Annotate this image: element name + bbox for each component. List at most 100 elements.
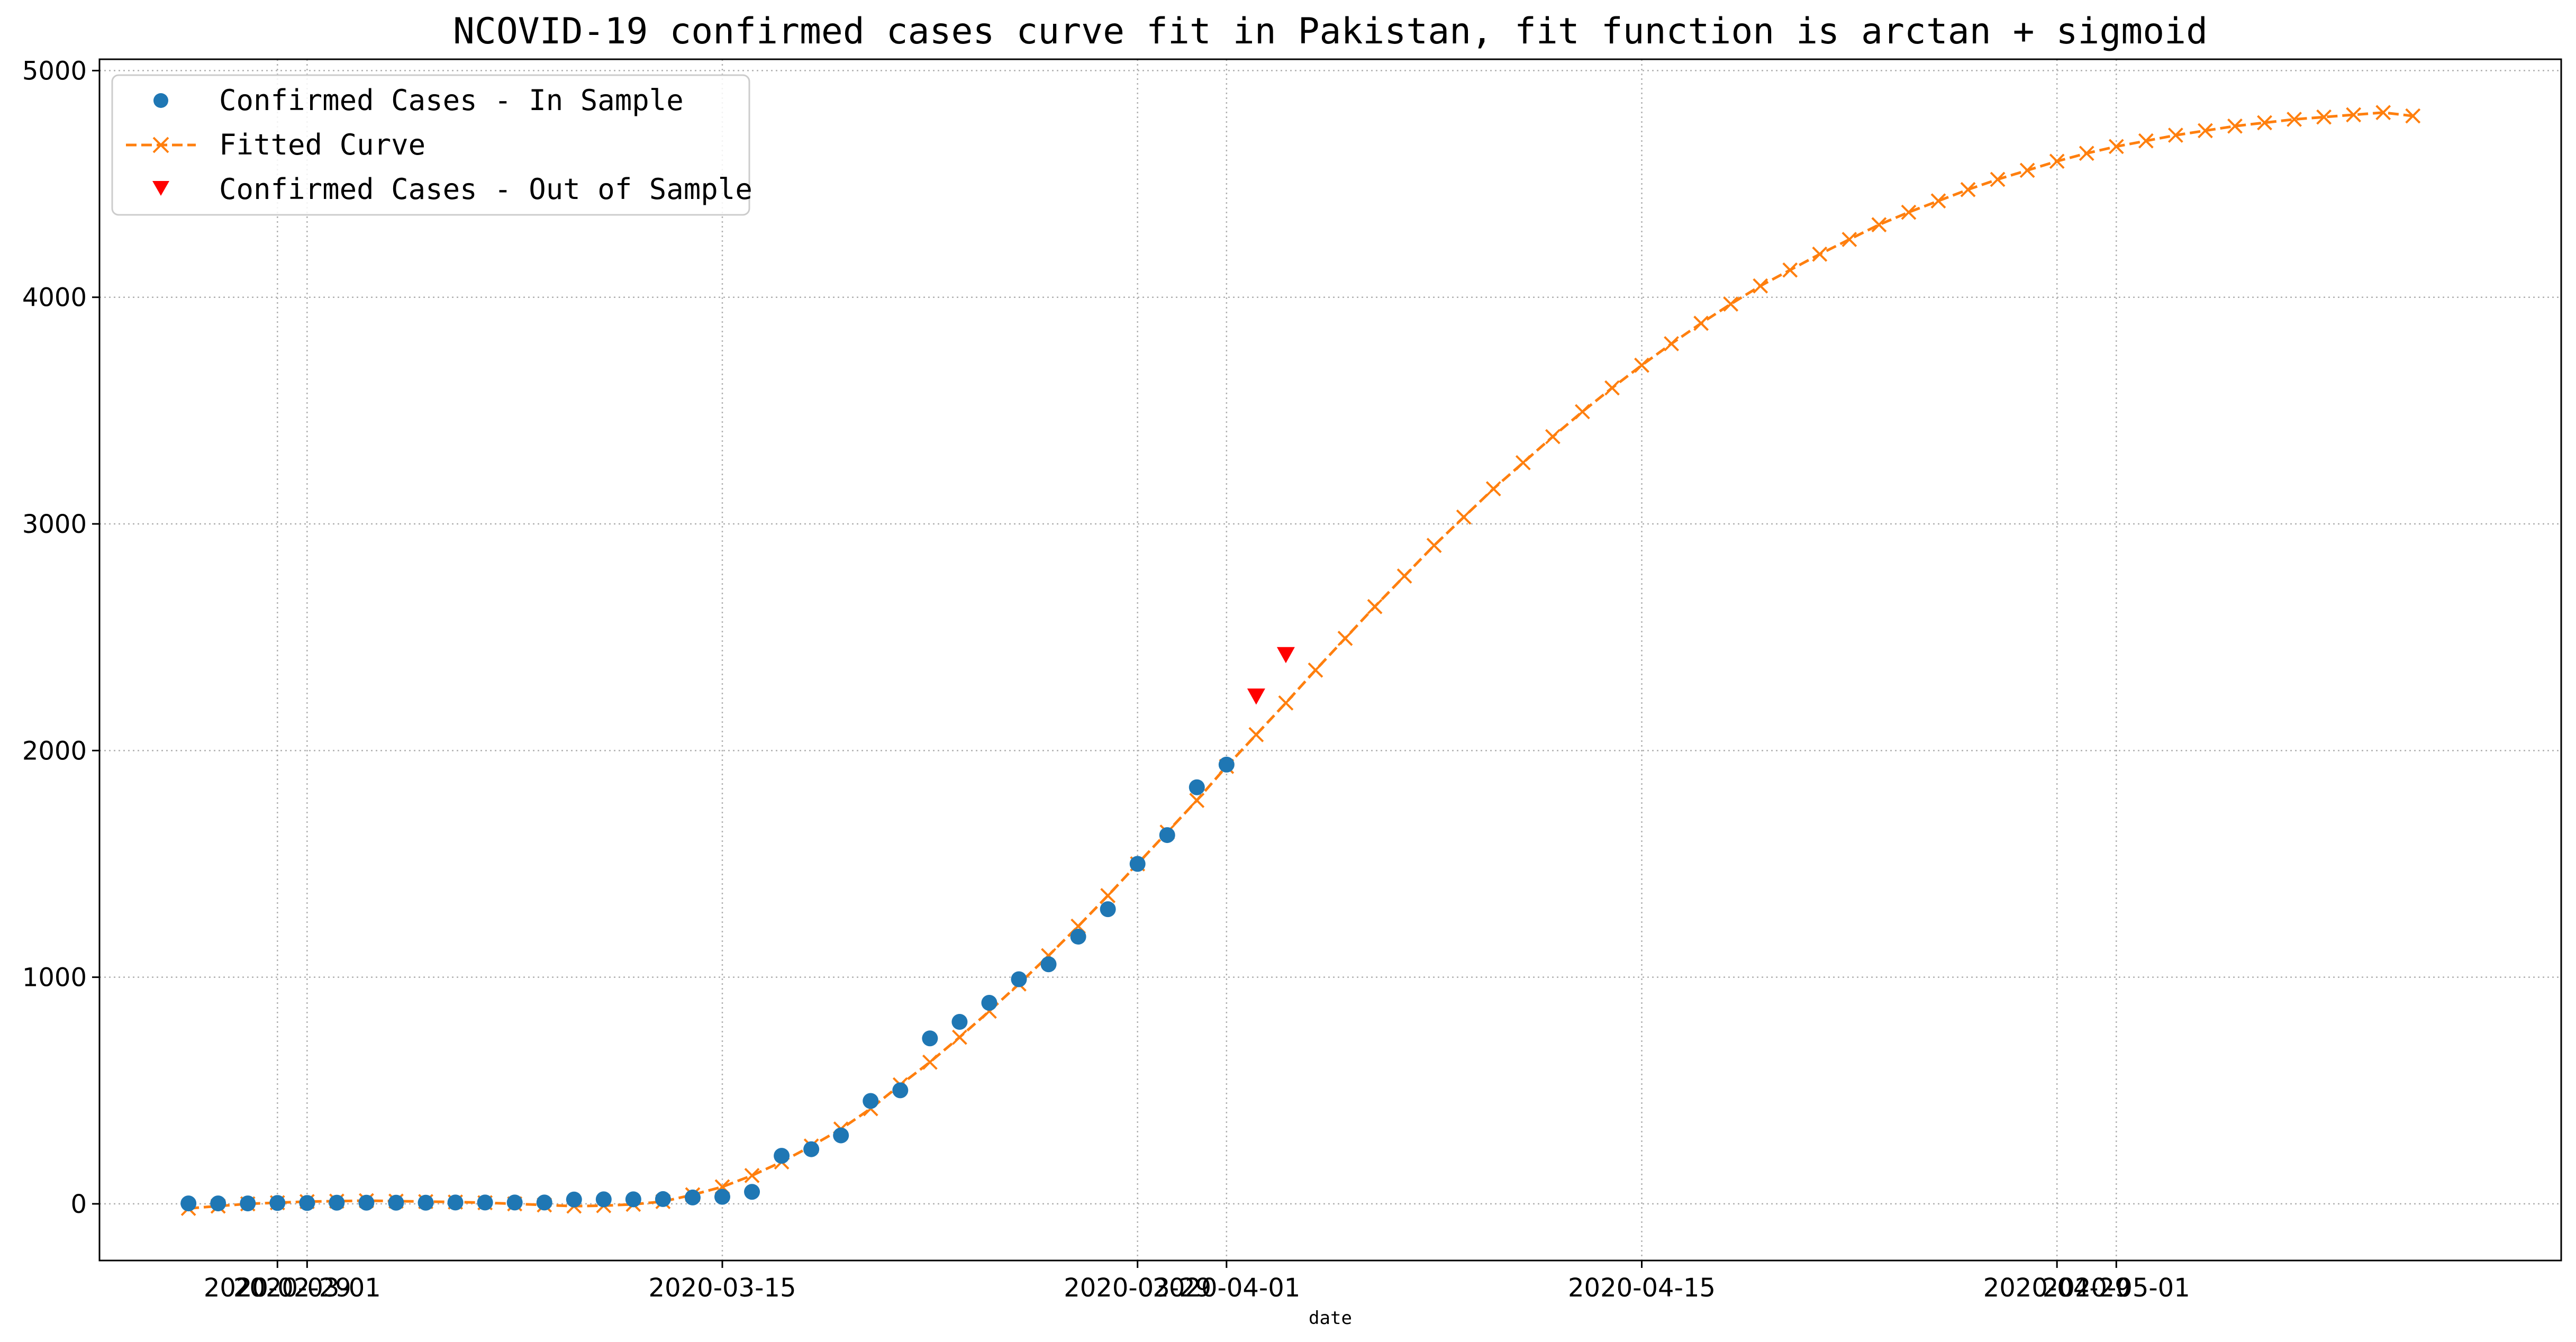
y-tick-label: 3000 — [22, 510, 87, 539]
fitted-curve-marker — [2346, 107, 2362, 123]
y-tick-label: 1000 — [22, 963, 87, 993]
fitted-curve-marker — [2198, 123, 2213, 139]
fitted-curve-marker — [1248, 727, 1264, 742]
in-sample-point — [447, 1194, 464, 1211]
in-sample-point — [655, 1191, 671, 1207]
in-sample-point — [833, 1127, 849, 1144]
in-sample-point — [240, 1195, 256, 1212]
fitted-curve-marker — [1634, 357, 1649, 373]
legend-box — [111, 74, 750, 216]
in-sample-point — [388, 1194, 404, 1211]
fitted-curve-marker — [2079, 146, 2094, 161]
chart-title: NCOVID-19 confirmed cases curve fit in P… — [453, 11, 2208, 52]
fitted-curve-marker — [2108, 139, 2124, 155]
in-sample-point — [1011, 971, 1027, 987]
in-sample-point — [595, 1191, 612, 1208]
fitted-curve-marker — [1664, 336, 1679, 351]
fitted-curve-marker — [922, 1054, 938, 1070]
fitted-curve-marker — [1782, 262, 1798, 278]
fitted-curve-marker — [2287, 112, 2302, 127]
fitted-curve-marker — [1930, 193, 1946, 209]
y-tick-label: 2000 — [22, 736, 87, 766]
axis-ticks: 0 1000 2000 3000 4000 5000 2020-02-292020-03-0… — [22, 56, 2190, 1303]
in-sample-point — [1100, 901, 1116, 918]
grid — [99, 59, 2561, 1261]
in-sample-point — [1159, 827, 1175, 844]
y-tick-label: 0 — [70, 1190, 87, 1219]
fitted-curve-marker — [1723, 296, 1739, 312]
fitted-curve-marker — [2049, 153, 2065, 169]
fitted-curve-marker — [1456, 509, 1472, 525]
in-sample-point — [684, 1189, 701, 1205]
x-tick-label: 2020-03-29 — [1064, 1273, 1211, 1303]
out-of-sample-point — [1276, 647, 1295, 664]
in-sample-point — [951, 1013, 968, 1030]
in-sample-point — [625, 1191, 641, 1208]
fitted-curve-marker — [2405, 108, 2421, 124]
fitted-curve-marker — [1574, 404, 1590, 420]
in-sample-point — [1070, 928, 1086, 945]
fitted-curve-marker — [2375, 105, 2391, 121]
in-sample-point — [269, 1195, 286, 1211]
fitted-curve-marker — [2316, 109, 2332, 125]
fitted-curve-marker — [744, 1167, 760, 1183]
in-sample-point — [981, 995, 997, 1011]
fitted-curve-marker — [2019, 162, 2035, 178]
legend-label-in-sample: Confirmed Cases - In Sample — [219, 84, 684, 117]
fitted-curve-marker — [1278, 695, 1294, 711]
fitted-curve-marker — [1189, 793, 1205, 808]
legend: Confirmed Cases - In Sample Fitted Curve… — [111, 74, 752, 216]
legend-label-fitted: Fitted Curve — [219, 128, 425, 161]
fitted-curve-marker — [2227, 118, 2243, 134]
fitted-curve-marker — [1990, 171, 2006, 187]
x-tick-label: 2020-04-15 — [1568, 1273, 1716, 1303]
in-sample-point — [714, 1189, 731, 1205]
legend-label-out-of-sample: Confirmed Cases - Out of Sample — [219, 173, 752, 206]
fitted-curve-marker — [2167, 128, 2183, 143]
fitted-curve-marker — [1693, 315, 1709, 331]
in-sample-point — [477, 1194, 493, 1211]
fitted-curve-marker — [1960, 182, 1976, 197]
fitted-curve-marker — [1842, 232, 1857, 247]
in-sample-point — [863, 1093, 879, 1109]
fitted-curve-marker — [1396, 568, 1412, 584]
plot-area — [180, 105, 2421, 1216]
y-tick-label: 4000 — [22, 283, 87, 313]
fitted-curve-marker — [1901, 204, 1917, 220]
in-sample-point — [892, 1082, 909, 1099]
in-sample-point — [299, 1195, 315, 1211]
y-tick-label: 5000 — [22, 56, 87, 86]
legend-marker-fitted — [152, 137, 169, 153]
in-sample-point — [1129, 856, 1146, 872]
fitted-curve-marker — [1604, 380, 1620, 396]
in-sample-point — [566, 1191, 582, 1208]
fitted-curve-marker — [951, 1029, 967, 1045]
fitted-curve-marker — [1753, 278, 1768, 294]
fitted-curve-marker — [2257, 115, 2272, 131]
fitted-curve-marker — [1545, 429, 1561, 445]
fitted-curve-marker — [1100, 888, 1116, 903]
x-axis-label: date — [1309, 1308, 1352, 1329]
in-sample-point — [418, 1194, 434, 1211]
in-sample-point — [506, 1194, 523, 1211]
in-sample-point — [329, 1194, 345, 1211]
in-sample-point — [180, 1195, 197, 1212]
fitted-curve-marker — [1308, 662, 1323, 678]
x-tick-label: 2020-04-01 — [1153, 1273, 1300, 1303]
fitted-curve-marker — [2138, 133, 2154, 149]
in-sample-point — [536, 1194, 552, 1211]
x-tick-label: 2020-03-15 — [649, 1273, 796, 1303]
legend-marker-out-of-sample — [152, 181, 169, 196]
fitted-curve-marker — [1485, 481, 1501, 497]
in-sample-point — [1040, 956, 1057, 973]
x-tick-label: 2020-02-29 — [204, 1273, 351, 1303]
fitted-curve-marker — [1367, 599, 1383, 614]
fitted-curve-marker — [1812, 246, 1828, 262]
x-tick-label: 2020-05-01 — [2043, 1273, 2190, 1303]
fitted-curve-marker — [1337, 630, 1353, 646]
in-sample-point — [210, 1195, 226, 1212]
fitted-curve-line — [188, 111, 2414, 1210]
in-sample-point — [922, 1030, 938, 1047]
in-sample-point — [803, 1141, 820, 1157]
